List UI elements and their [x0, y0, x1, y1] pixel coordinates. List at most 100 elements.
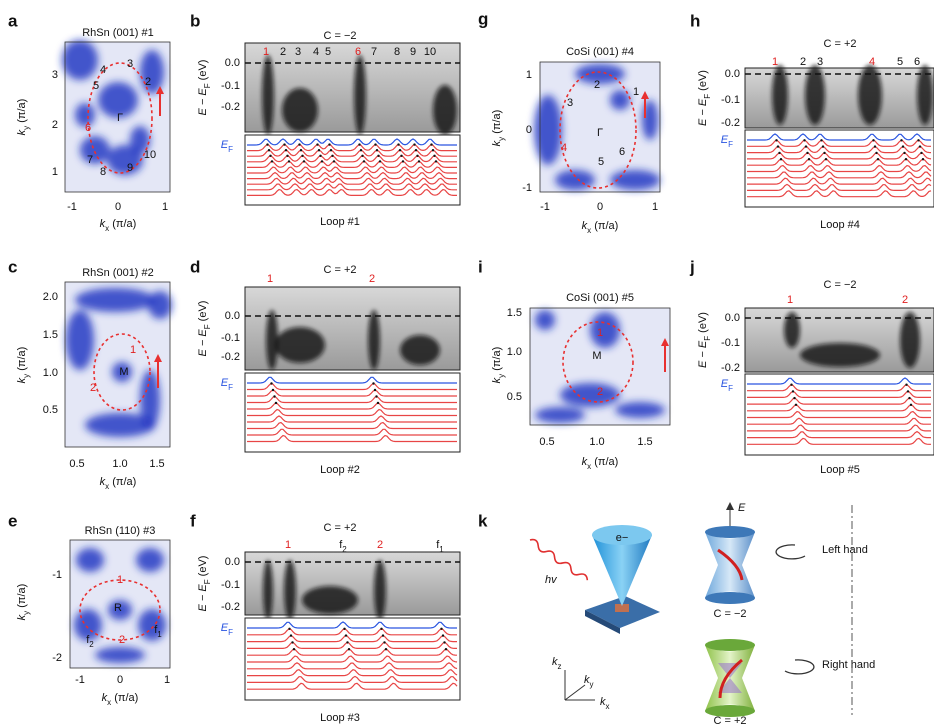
point-label: R — [114, 602, 122, 614]
axis-label-main: k — [584, 674, 590, 686]
edc-curve — [247, 641, 457, 650]
y-axis-label-sub: F — [203, 83, 212, 88]
panel-letter: a — [8, 11, 18, 30]
point-label-main: f — [154, 624, 158, 636]
band-features — [262, 55, 457, 135]
x-tick-label: 1 — [164, 674, 170, 686]
x-axis-label-unit: (π/a) — [591, 456, 618, 468]
handedness-label: Left hand — [822, 544, 868, 556]
intensity-blob — [112, 362, 132, 382]
peak-marker — [414, 149, 418, 152]
y-axis-label-unit: (π/a) — [16, 99, 28, 126]
point-label: 4 — [561, 142, 567, 154]
x-axis-label-main: k — [102, 692, 108, 704]
fermi-label: EF — [721, 134, 733, 149]
axis-label-sub: z — [558, 662, 562, 671]
point-label-main: f — [86, 634, 90, 646]
point-label: 1 — [597, 327, 603, 339]
x-tick-label: 0.5 — [539, 436, 554, 448]
panel-letter: b — [190, 11, 200, 30]
x-axis-label: kx (π/a) — [100, 218, 137, 233]
y-axis-label-main: k — [16, 129, 28, 135]
edc-curve — [247, 421, 457, 430]
edc-curve — [247, 669, 458, 677]
band-label: 2 — [800, 56, 806, 68]
y-tick-label: -1 — [52, 569, 62, 581]
peak-marker — [377, 154, 380, 157]
x-axis-label-main: k — [582, 220, 588, 232]
x-tick-label: 1 — [652, 201, 658, 213]
peak-marker — [806, 151, 809, 155]
point-label: 10 — [144, 149, 156, 161]
peak-marker — [288, 627, 291, 630]
band-label-sub: 2 — [342, 545, 347, 554]
y-axis-label: ky (π/a) — [16, 99, 31, 136]
intensity-blob — [610, 170, 660, 190]
peak-marker — [374, 143, 377, 146]
intensity-blob — [560, 383, 620, 407]
edc-curve — [247, 376, 457, 384]
peak-marker — [400, 154, 403, 157]
band-label: 2 — [377, 539, 383, 551]
x-tick-label: 1.0 — [112, 458, 127, 470]
point-label: 2 — [594, 79, 600, 91]
map-features — [66, 288, 172, 437]
map-features — [62, 40, 164, 175]
x-axis-label: kx (π/a) — [100, 476, 137, 491]
intensity-blob — [66, 310, 94, 370]
schematic — [529, 502, 853, 717]
band-label: f2 — [339, 539, 347, 554]
peak-marker — [820, 139, 823, 142]
y-axis-label-unit: (π/a) — [491, 347, 503, 374]
fermi-label-sub: F — [228, 628, 233, 637]
band-streak — [800, 343, 880, 367]
peak-marker — [266, 143, 269, 146]
band-label: 5 — [325, 46, 331, 58]
y-axis-label-sub: y — [22, 126, 31, 130]
cone-top-pair — [705, 532, 755, 598]
point-label: 8 — [100, 166, 106, 178]
edc-curve — [247, 177, 457, 185]
peak-marker — [416, 154, 419, 157]
panel-letter: f — [190, 511, 196, 530]
y-axis-label-main: E − E — [697, 98, 709, 126]
y-axis-label-sub: F — [203, 324, 212, 329]
y-tick-label: 3 — [52, 69, 58, 81]
x-axis-label-main: k — [582, 456, 588, 468]
arrow-head — [641, 91, 649, 99]
y-axis-label-main: E − E — [197, 584, 209, 612]
fermi-label-sub: F — [228, 383, 233, 392]
y-tick-label: -0.2 — [221, 351, 240, 363]
edc-curve — [247, 621, 457, 629]
peak-marker — [375, 395, 378, 398]
cone-cap — [705, 705, 755, 717]
peak-marker — [433, 154, 436, 157]
peak-marker — [362, 160, 366, 163]
map-frame — [64, 41, 171, 193]
sample-edge — [585, 610, 620, 634]
peak-marker — [908, 396, 911, 400]
peak-marker — [444, 648, 448, 651]
y-axis-label: E − EF (eV) — [697, 312, 712, 368]
loop-path — [559, 71, 637, 189]
edc-curve — [747, 183, 932, 191]
peak-marker — [274, 401, 278, 405]
x-axis-label: kx (π/a) — [582, 456, 619, 471]
y-tick-label: -0.2 — [221, 601, 240, 613]
axes-icon — [564, 670, 595, 701]
intensity-blob — [130, 126, 150, 154]
peak-marker — [434, 160, 438, 163]
point-label: f1 — [154, 624, 162, 639]
y-axis-label-main: k — [16, 614, 28, 620]
y-axis-label-main: k — [16, 377, 28, 383]
edc-curve — [747, 152, 932, 160]
peak-marker — [271, 388, 275, 392]
y-axis-label: E − EF (eV) — [197, 556, 212, 612]
peak-marker — [791, 390, 795, 393]
peak-marker — [331, 154, 334, 157]
map-frame — [69, 539, 171, 669]
fermi-label: EF — [721, 378, 733, 393]
point-label: 1 — [117, 574, 123, 586]
y-axis-label-unit: (π/a) — [16, 347, 28, 374]
panel-letter: c — [8, 257, 17, 276]
